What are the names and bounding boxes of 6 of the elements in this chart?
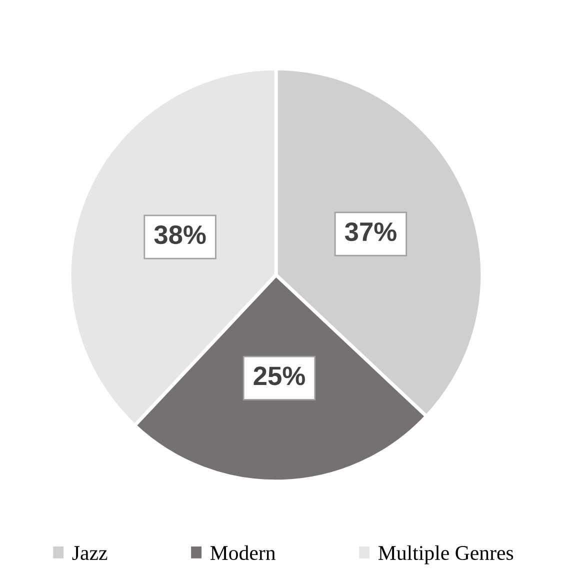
data-label: 38% xyxy=(154,225,206,244)
data-label: 25% xyxy=(254,366,305,386)
data-label: 37% xyxy=(344,222,396,242)
legend-label: Multiple Genres xyxy=(378,545,514,564)
legend-label: Jazz xyxy=(72,546,108,560)
legend-label: Modern xyxy=(210,545,276,560)
